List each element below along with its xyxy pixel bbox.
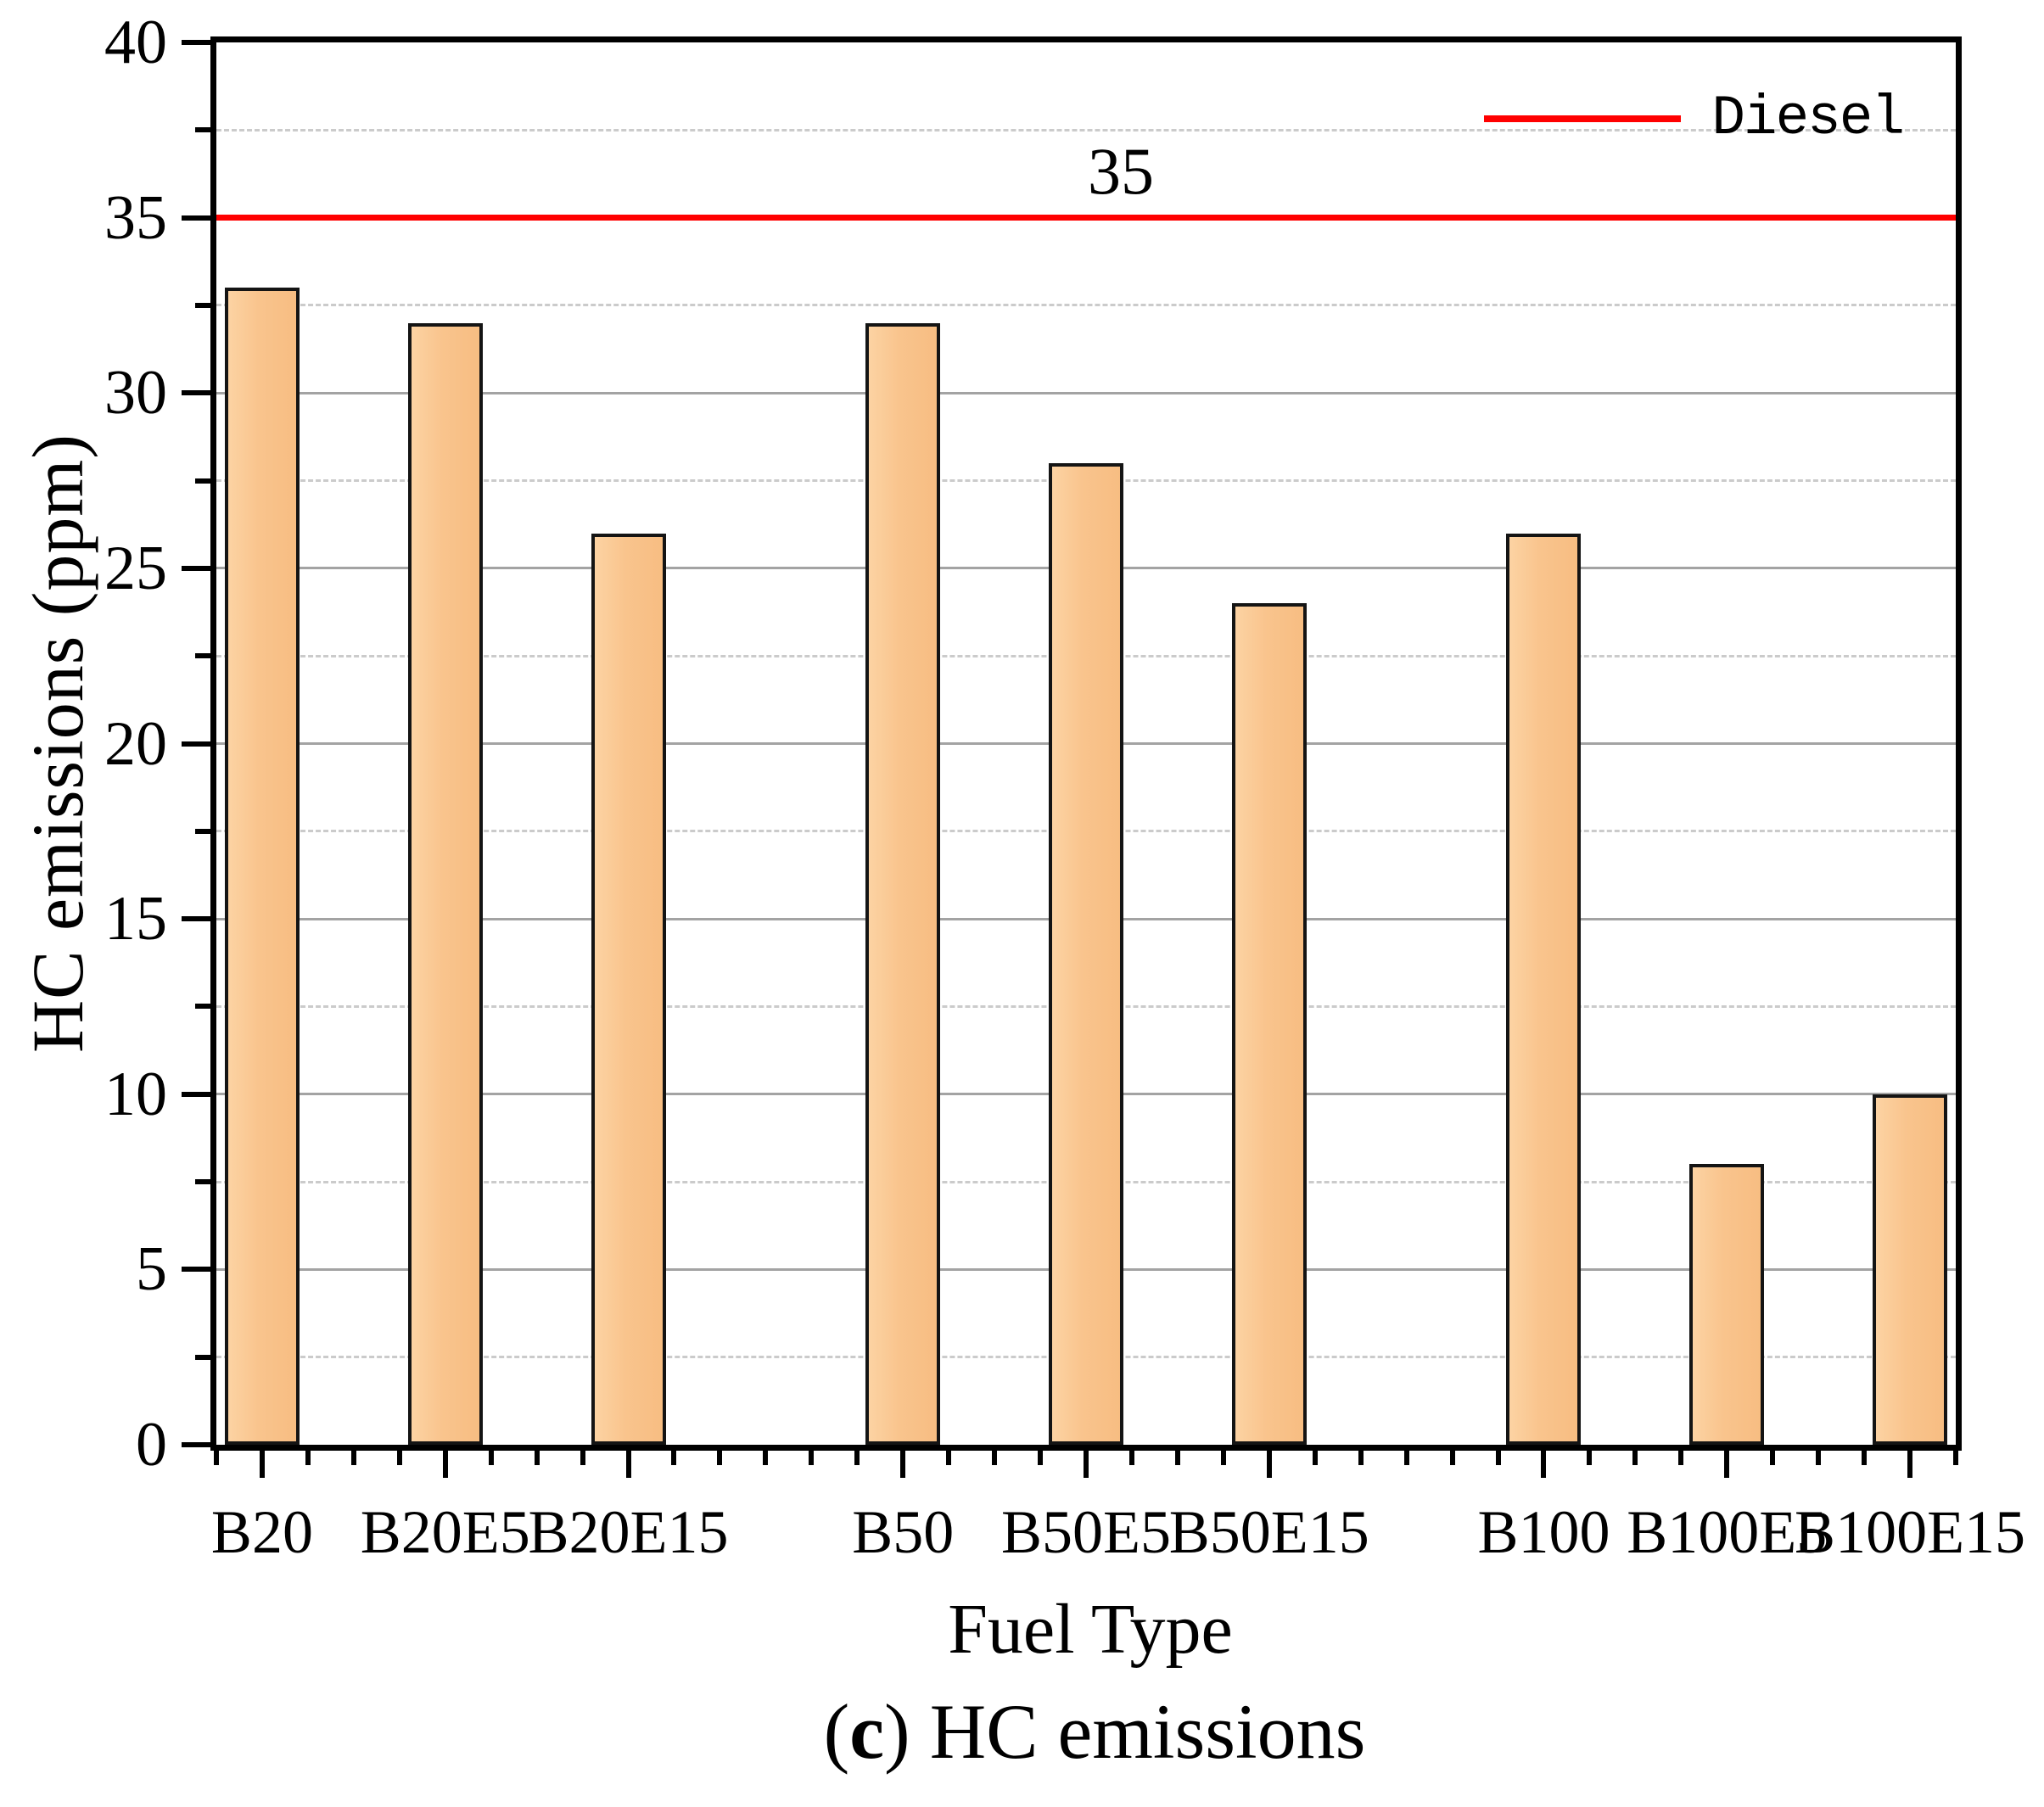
x-axis-title: Fuel Type (948, 1590, 1233, 1669)
y-tick-minor-2.5 (195, 1354, 210, 1360)
x-tick-minor-14 (854, 1451, 860, 1465)
reference-value-annotation: 35 (1088, 133, 1154, 208)
x-tick-minor-21 (1174, 1451, 1180, 1465)
x-tick-label-b20e5: B20E5 (360, 1498, 530, 1566)
y-tick-minor-12.5 (195, 1004, 210, 1010)
x-tick-label-b20: B20 (210, 1498, 313, 1566)
x-tick-minor-3 (350, 1451, 356, 1465)
x-tick-minor-26 (1403, 1451, 1409, 1465)
x-tick-minor-27 (1449, 1451, 1455, 1465)
y-tick-label-40: 40 (104, 8, 167, 77)
gridline-dashed-37.5 (216, 128, 1956, 131)
legend: Diesel (1484, 87, 1905, 150)
x-tick-major-5 (442, 1451, 448, 1478)
y-tick-label-5: 5 (136, 1234, 167, 1305)
y-tick-label-20: 20 (104, 708, 167, 779)
x-tick-minor-10 (671, 1451, 677, 1465)
bar-b20e5 (407, 322, 483, 1445)
x-tick-minor-12 (763, 1451, 769, 1465)
y-tick-label-0: 0 (136, 1410, 167, 1480)
x-tick-major-19 (1084, 1451, 1089, 1478)
x-tick-minor-32 (1678, 1451, 1684, 1465)
x-tick-minor-34 (1770, 1451, 1776, 1465)
legend-line-swatch (1484, 115, 1682, 122)
x-tick-minor-31 (1632, 1451, 1638, 1465)
x-tick-label-b100: B100 (1477, 1498, 1610, 1566)
x-tick-major-1 (259, 1451, 265, 1478)
x-tick-minor-24 (1312, 1451, 1318, 1465)
x-tick-major-37 (1907, 1451, 1913, 1478)
x-tick-minor-16 (946, 1451, 952, 1465)
diesel-reference-line (216, 215, 1956, 221)
y-tick-major-15 (182, 916, 210, 922)
x-tick-minor-36 (1862, 1451, 1868, 1465)
gridline-solid-30 (216, 391, 1956, 394)
x-tick-minor-22 (1220, 1451, 1226, 1465)
y-tick-major-10 (182, 1091, 210, 1097)
y-tick-label-10: 10 (104, 1059, 167, 1129)
x-tick-minor-2 (305, 1451, 311, 1465)
x-tick-minor-35 (1816, 1451, 1822, 1465)
y-tick-major-35 (182, 215, 210, 221)
x-tick-minor-0 (214, 1451, 219, 1465)
x-tick-label-b50e5: B50E5 (1000, 1498, 1172, 1566)
x-tick-minor-6 (488, 1451, 494, 1465)
x-tick-major-23 (1266, 1451, 1272, 1478)
x-tick-minor-13 (809, 1451, 815, 1465)
caption-paren-open: ( (823, 1688, 850, 1775)
x-tick-major-15 (900, 1451, 906, 1478)
x-tick-major-29 (1541, 1451, 1547, 1478)
x-tick-label-b100e5: B100E5 (1627, 1498, 1828, 1566)
y-tick-major-5 (182, 1267, 210, 1273)
x-tick-minor-28 (1495, 1451, 1501, 1465)
x-tick-minor-30 (1587, 1451, 1593, 1465)
x-tick-major-33 (1724, 1451, 1730, 1478)
x-tick-label-b50e15: B50E15 (1168, 1498, 1369, 1566)
bar-b100 (1506, 533, 1582, 1445)
y-tick-minor-7.5 (195, 1179, 210, 1185)
x-tick-label-b100e15: B100E15 (1795, 1498, 2026, 1566)
bar-b100e15 (1873, 1094, 1948, 1445)
x-tick-minor-4 (396, 1451, 402, 1465)
x-tick-minor-11 (717, 1451, 723, 1465)
bar-b20e15 (591, 533, 666, 1445)
y-tick-minor-17.5 (195, 828, 210, 834)
figure-caption: (c) HC emissions (824, 1687, 1366, 1776)
x-tick-minor-17 (992, 1451, 998, 1465)
x-tick-minor-7 (534, 1451, 540, 1465)
bar-b50 (865, 322, 941, 1445)
y-tick-major-30 (182, 390, 210, 396)
x-tick-label-b20e15: B20E15 (528, 1498, 729, 1566)
y-tick-minor-37.5 (195, 127, 210, 133)
y-tick-label-25: 25 (104, 533, 167, 603)
x-tick-minor-25 (1358, 1451, 1364, 1465)
bar-b50e15 (1231, 603, 1307, 1445)
y-tick-major-40 (182, 40, 210, 45)
bar-b50e5 (1049, 462, 1123, 1445)
x-tick-minor-38 (1953, 1451, 1958, 1465)
y-tick-label-30: 30 (104, 358, 167, 428)
plot-area: Diesel 35 0 5 10 15 20 25 30 35 40 B20 B20E5 B20E15… (104, 8, 2025, 1566)
caption-text: ) HC emissions (884, 1688, 1366, 1775)
caption-marker: c (849, 1688, 885, 1775)
x-tick-minor-8 (580, 1451, 585, 1465)
legend-label: Diesel (1711, 87, 1905, 150)
y-tick-label-15: 15 (104, 884, 167, 954)
y-tick-major-25 (182, 565, 210, 571)
x-tick-minor-20 (1128, 1451, 1134, 1465)
y-tick-label-35: 35 (104, 182, 167, 253)
y-tick-major-0 (182, 1442, 210, 1447)
bar-b20 (224, 288, 300, 1445)
bar-b100e5 (1689, 1164, 1765, 1445)
x-tick-label-b50: B50 (852, 1498, 955, 1566)
gridline-dashed-32.5 (216, 304, 1956, 307)
y-tick-minor-32.5 (195, 302, 210, 308)
y-tick-minor-27.5 (195, 478, 210, 484)
y-tick-minor-22.5 (195, 653, 210, 659)
y-tick-major-20 (182, 741, 210, 747)
x-tick-minor-18 (1038, 1451, 1044, 1465)
x-tick-major-9 (625, 1451, 631, 1478)
